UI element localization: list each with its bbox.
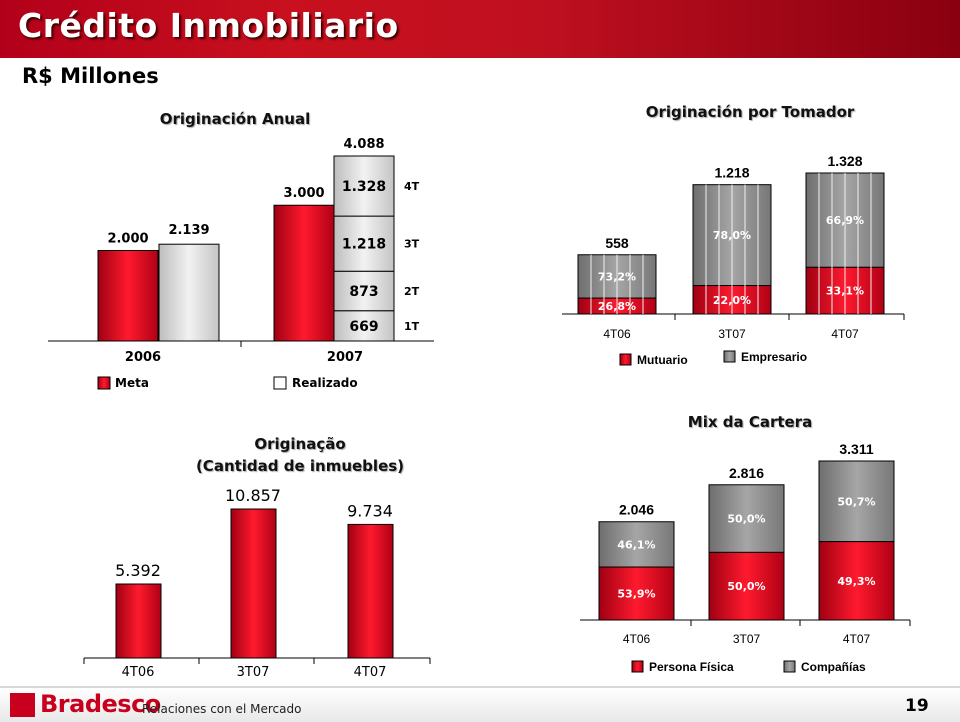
bar-mix-persona-física-4T07 [818,541,895,621]
label-annual-meta-2007: 3.000 [283,186,324,201]
bar-mix-compañías-4T06 [598,521,675,568]
label-annual-2007-3T: 1.218 [342,237,386,253]
legend-label-meta: Meta [115,376,149,390]
total-label-mix-4T07: 3.311 [839,441,873,457]
legend-swatch-tomador-0 [619,353,632,366]
pct-label-tomador-bottom-4T06: 26,8% [598,300,636,313]
quarter-label-2T: 2T [404,285,420,298]
bar-annual-meta-2007 [273,204,335,342]
total-label-tomador-4T06: 558 [605,235,629,251]
footer-text: Relaciones con el Mercado [142,702,302,716]
label-annual-2007-2T: 873 [349,284,378,300]
xtick-mix-4T07: 4T07 [843,632,871,646]
bar-mix-persona-física-4T06 [598,566,675,621]
quarter-label-1T: 1T [404,320,420,333]
pct-label-tomador-top-4T07: 66,9% [826,214,864,227]
xtick-cantidad-4T07: 4T07 [354,665,387,680]
legend-swatch-mix-1 [783,660,796,673]
label-annual-2007-4T: 1.328 [342,179,386,195]
xtick-annual-2007: 2007 [327,350,363,365]
chart-title-cantidad: Originação (Cantidad de inmuebles) [150,433,450,477]
xtick-cantidad-4T06: 4T06 [122,665,155,680]
legend-label-tomador-1: Empresario [741,350,807,364]
legend-label-mix-1: Compañías [801,660,866,674]
chart-title-mix: Mix da Cartera [687,413,813,431]
legend-label-mix-0: Persona Física [649,660,734,674]
legend-swatch-realizado [273,376,287,390]
pct-label-tomador-bottom-4T07: 33,1% [826,285,864,298]
chart-title-annual: Originación Anual [159,110,311,128]
pct-label-mix-top-4T06: 46,1% [617,538,655,551]
label-cantidad-4T06: 5.392 [115,561,161,580]
xtick-annual-2006: 2006 [125,350,161,365]
footer-bar [0,686,960,722]
chart-title-cantidad-line1: Originação [254,435,346,453]
bar-cantidad-4T06 [115,583,162,659]
pct-label-tomador-top-4T06: 73,2% [598,270,636,283]
legend-label-tomador-0: Mutuario [637,353,688,367]
legend-label-realizado: Realizado [292,376,358,390]
header-banner [0,0,960,58]
chart-title-tomador: Originación por Tomador [645,103,855,121]
page-subtitle: R$ Millones [22,64,159,88]
bar-annual-meta-2006 [97,249,159,342]
label-annual-2007-1T: 669 [349,319,378,335]
pct-label-tomador-top-3T07: 78,0% [713,229,751,242]
bar-mix-compañías-3T07 [708,484,785,553]
quarter-label-3T: 3T [404,238,420,251]
chart-title-cantidad-line2: (Cantidad de inmuebles) [195,457,405,475]
page-title: Crédito Inmobiliario [18,6,399,45]
quarter-label-4T: 4T [404,180,420,193]
bar-annual-realizado-2006 [158,243,220,342]
total-label-mix-3T07: 2.816 [729,465,764,481]
label-annual-meta-2006: 2.000 [107,231,148,246]
xtick-mix-4T06: 4T06 [623,632,651,646]
xtick-tomador-4T06: 4T06 [603,327,631,341]
bar-mix-persona-física-3T07 [708,551,785,621]
pct-label-mix-bottom-4T07: 49,3% [837,575,875,588]
xtick-cantidad-3T07: 3T07 [237,665,270,680]
bar-cantidad-4T07 [347,523,394,659]
label-annual-realizado-2007: 4.088 [343,137,384,152]
page-number: 19 [905,696,929,716]
xtick-tomador-4T07: 4T07 [831,327,859,341]
pct-label-mix-bottom-3T07: 50,0% [727,580,765,593]
legend-swatch-tomador-1 [723,350,736,363]
label-cantidad-4T07: 9.734 [347,501,393,520]
pct-label-mix-top-4T07: 50,7% [837,495,875,508]
bar-mix-compañías-4T07 [818,460,895,543]
pct-label-tomador-bottom-3T07: 22,0% [713,294,751,307]
brand-name: Bradesco [40,690,161,718]
label-annual-realizado-2006: 2.139 [168,223,209,238]
total-label-mix-4T06: 2.046 [619,502,654,518]
legend-swatch-mix-0 [631,660,644,673]
segment-annual-2007-3T [333,215,395,272]
xtick-mix-3T07: 3T07 [733,632,761,646]
legend-swatch-meta [97,376,111,390]
segment-annual-2007-4T [333,155,395,217]
total-label-tomador-3T07: 1.218 [714,165,749,181]
pct-label-mix-bottom-4T06: 53,9% [617,588,655,601]
segment-annual-2007-2T [333,270,395,312]
xtick-tomador-3T07: 3T07 [718,327,746,341]
bradesco-logo-icon [10,693,35,717]
bar-cantidad-3T07 [230,508,277,659]
total-label-tomador-4T07: 1.328 [827,153,862,169]
pct-label-mix-top-3T07: 50,0% [727,513,765,526]
label-cantidad-3T07: 10.857 [225,486,281,505]
